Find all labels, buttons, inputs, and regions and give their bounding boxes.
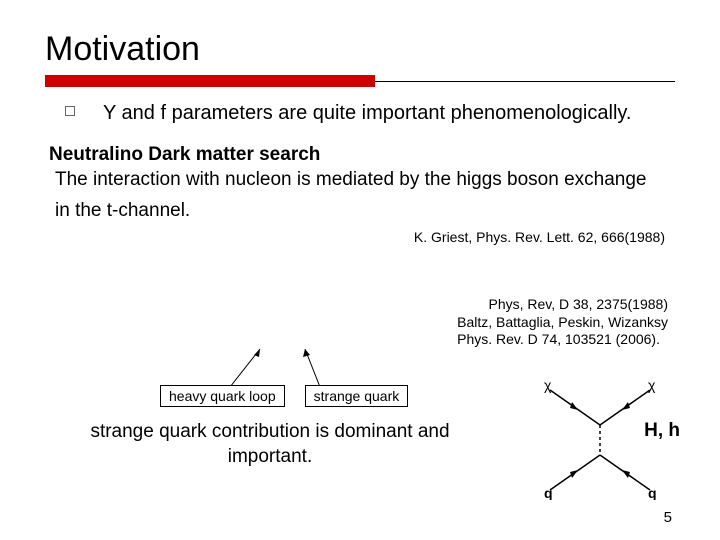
slide-container: Motivation Y and f parameters are quite … [0,0,720,540]
thin-rule [375,81,675,82]
feynman-diagram: χ χ q q [540,380,660,500]
red-accent-bar [45,75,375,87]
arrows-to-boxes [210,345,370,387]
reference-1: K. Griest, Phys. Rev. Lett. 62, 666(1988… [45,229,665,245]
heavy-quark-box: heavy quark loop [160,385,285,407]
bullet-text: Y and f parameters are quite important p… [103,101,631,126]
slide-title: Motivation [45,30,675,69]
page-number: 5 [664,509,672,526]
label-boxes-row: heavy quark loop strange quark [160,385,408,407]
diagram-chi-tl: χ [544,380,552,393]
diagram-q-bl: q [544,485,553,500]
strange-quark-box: strange quark [305,385,409,407]
reference-block: Phys, Rev, D 38, 2375(1988) Baltz, Batta… [457,296,668,349]
bullet-square-icon [65,106,75,116]
diagram-q-br: q [648,485,657,500]
body-line-2: in the t-channel. [55,199,675,224]
dominant-statement: strange quark contribution is dominant a… [70,420,470,469]
diagram-chi-tr: χ [648,380,656,393]
bullet-item: Y and f parameters are quite important p… [65,101,675,126]
reference-2c: Phys. Rev. D 74, 103521 (2006). [457,331,668,349]
title-underline [45,75,675,87]
section-heading: Neutralino Dark matter search [49,144,675,166]
body-line-1: The interaction with nucleon is mediated… [55,168,675,193]
reference-2b: Baltz, Battaglia, Peskin, Wizanksy [457,314,668,332]
hh-label: H, h [644,420,680,442]
reference-2a: Phys, Rev, D 38, 2375(1988) [457,296,668,314]
arrow-svg [210,345,370,387]
